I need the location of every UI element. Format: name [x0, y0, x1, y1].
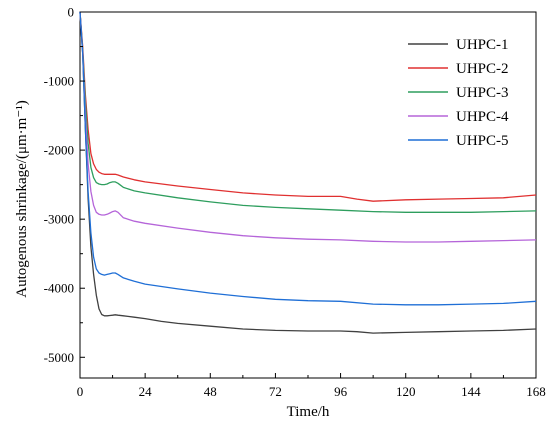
x-axis: 0 24 48 72 96 120 144 168	[77, 373, 546, 399]
x-tick-label: 0	[77, 384, 84, 399]
x-tick-label: 72	[269, 384, 282, 399]
x-tick-label: 168	[526, 384, 546, 399]
series-line-4	[79, 11, 537, 243]
x-axis-label: Time/h	[287, 404, 330, 420]
y-tick-label: -5000	[44, 350, 74, 365]
legend-label: UHPC-3	[456, 85, 509, 101]
legend-label: UHPC-5	[456, 133, 509, 149]
x-tick-label: 144	[461, 384, 481, 399]
x-tick-label: 24	[139, 384, 153, 399]
x-tick-label: 96	[334, 384, 348, 399]
series-line-2	[79, 11, 537, 202]
plot-area: 0 24 48 72 96 120 144 168 0 -1000 -2000 -3000 -4000…	[44, 5, 546, 400]
series-line-3	[79, 11, 537, 213]
series-layer	[79, 11, 537, 334]
legend-label: UHPC-4	[456, 109, 509, 125]
y-axis: 0 -1000 -2000 -3000 -4000 -5000	[44, 5, 85, 365]
series-line-5	[79, 11, 537, 306]
y-tick-label: 0	[68, 5, 75, 20]
legend: UHPC-1 UHPC-2 UHPC-3 UHPC-4 UHPC-5	[408, 37, 509, 149]
legend-label: UHPC-2	[456, 61, 509, 77]
x-tick-label: 48	[204, 384, 217, 399]
series-line-1	[79, 11, 537, 334]
y-tick-label: -2000	[44, 143, 74, 158]
legend-label: UHPC-1	[456, 37, 509, 53]
x-tick-label: 120	[396, 384, 416, 399]
y-tick-label: -1000	[44, 74, 74, 89]
y-tick-label: -4000	[44, 281, 74, 296]
y-tick-label: -3000	[44, 212, 74, 227]
y-axis-label: Autogenous shrinkage/(μm·m⁻¹)	[14, 100, 30, 298]
